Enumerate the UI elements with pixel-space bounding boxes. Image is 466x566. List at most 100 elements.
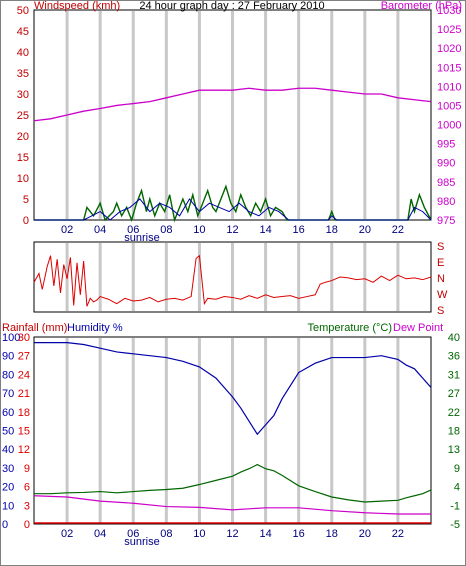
windspeed-tick-label: 40 bbox=[17, 47, 29, 59]
windspeed-tick-label: 25 bbox=[17, 110, 29, 122]
humidity-tick-label: 50 bbox=[2, 426, 14, 438]
humidity-tick-label: 60 bbox=[2, 407, 14, 419]
wind-series bbox=[33, 87, 432, 223]
temperature-tick-label: 27 bbox=[448, 388, 460, 400]
barometer-tick-label: 1005 bbox=[437, 100, 461, 112]
temperature-ticks: -5 -1 4 9 13 18 22 27 31 36 40 bbox=[448, 332, 460, 531]
windspeed-tick-label: 50 bbox=[17, 5, 29, 17]
rain-tick-label: 30 bbox=[18, 332, 30, 344]
direction-tick-label: N bbox=[437, 273, 445, 285]
windspeed-tick-label: 20 bbox=[17, 131, 29, 143]
humidity-axis-label: Humidity % bbox=[67, 322, 123, 334]
barometer-tick-label: 980 bbox=[437, 196, 455, 208]
humidity-series bbox=[33, 342, 432, 524]
windspeed-tick-label: 10 bbox=[17, 173, 29, 185]
hour-tick-label: 06 bbox=[127, 224, 139, 236]
barometer-tick-label: 995 bbox=[437, 139, 455, 151]
humidity-tick-label: 10 bbox=[2, 500, 14, 512]
rain-tick-label: 18 bbox=[18, 407, 30, 419]
wind-direction-line bbox=[33, 254, 432, 307]
hour-tick-label: 10 bbox=[193, 224, 205, 236]
rainfall-axis-label: Rainfall (mm) bbox=[2, 322, 67, 334]
barometer-axis-label: Barometer (hPa) bbox=[381, 0, 462, 12]
windspeed-tick-label: 45 bbox=[17, 26, 29, 38]
hour-tick-label: 04 bbox=[94, 528, 106, 540]
windspeed-ticks: 0 5 10 15 20 25 30 35 40 45 50 bbox=[17, 5, 29, 227]
humidity-tick-label: 90 bbox=[2, 351, 14, 363]
direction-series bbox=[33, 254, 432, 307]
hour-tick-label: 08 bbox=[160, 224, 172, 236]
hour-tick-label: 20 bbox=[359, 224, 371, 236]
average-wind-line bbox=[34, 198, 432, 221]
windspeed-tick-label: 5 bbox=[23, 194, 29, 206]
humidity-x-ticks: 02 04 06 08 10 12 14 16 18 20 22 bbox=[61, 528, 404, 540]
windspeed-tick-label: 0 bbox=[23, 215, 29, 227]
hour-tick-label: 10 bbox=[193, 528, 205, 540]
direction-tick-label: E bbox=[437, 257, 444, 269]
rain-tick-label: 24 bbox=[18, 369, 30, 381]
hour-tick-label: 20 bbox=[359, 528, 371, 540]
temperature-tick-label: 36 bbox=[448, 351, 460, 363]
rain-tick-label: 3 bbox=[24, 500, 30, 512]
humidity-tick-label: 0 bbox=[2, 519, 8, 531]
temperature-tick-label: -1 bbox=[450, 500, 460, 512]
windspeed-axis-label: Windspeed (kmh) bbox=[34, 0, 120, 12]
barometer-tick-label: 1030 bbox=[437, 5, 461, 17]
barometer-tick-label: 975 bbox=[437, 215, 455, 227]
windspeed-tick-label: 15 bbox=[17, 152, 29, 164]
rain-tick-label: 15 bbox=[18, 426, 30, 438]
sunrise-label-1: sunrise bbox=[124, 232, 159, 244]
humidity-tick-label: 100 bbox=[2, 332, 20, 344]
barometer-tick-label: 985 bbox=[437, 177, 455, 189]
humidity-tick-label: 40 bbox=[2, 444, 14, 456]
dewpoint-axis-label: Dew Point bbox=[393, 322, 443, 334]
hour-tick-label: 08 bbox=[160, 528, 172, 540]
humidity-tick-label: 20 bbox=[2, 482, 14, 494]
windspeed-tick-label: 35 bbox=[17, 68, 29, 80]
humidity-line bbox=[34, 342, 432, 436]
humidity-tick-label: 70 bbox=[2, 388, 14, 400]
hour-tick-label: 22 bbox=[392, 528, 404, 540]
hour-tick-label: 02 bbox=[61, 528, 73, 540]
hour-tick-label: 18 bbox=[326, 224, 338, 236]
direction-tick-label: W bbox=[437, 289, 448, 301]
humidity-gridlines bbox=[65, 338, 400, 523]
sunrise-label-2: sunrise bbox=[124, 536, 159, 548]
windspeed-tick-label: 30 bbox=[17, 89, 29, 101]
hour-tick-label: 14 bbox=[259, 224, 271, 236]
temperature-axis-label: Temperature (°C) bbox=[308, 322, 392, 334]
temperature-tick-label: 9 bbox=[454, 463, 460, 475]
barometer-tick-label: 1000 bbox=[437, 120, 461, 132]
temperature-tick-label: 40 bbox=[448, 332, 460, 344]
barometer-tick-label: 1025 bbox=[437, 24, 461, 36]
temperature-line bbox=[34, 463, 432, 503]
temperature-tick-label: 18 bbox=[448, 426, 460, 438]
chart-title: 24 hour graph day : 27 February 2010 bbox=[139, 0, 324, 12]
humidity-tick-label: 30 bbox=[2, 463, 14, 475]
hour-tick-label: 12 bbox=[226, 528, 238, 540]
hour-tick-label: 14 bbox=[259, 528, 271, 540]
hour-tick-label: 22 bbox=[392, 224, 404, 236]
hour-tick-label: 18 bbox=[326, 528, 338, 540]
wind-gridlines bbox=[65, 11, 400, 219]
hour-tick-label: 04 bbox=[94, 224, 106, 236]
hour-tick-label: 16 bbox=[293, 528, 305, 540]
temperature-tick-label: 4 bbox=[454, 482, 460, 494]
rain-tick-label: 0 bbox=[24, 519, 30, 531]
hour-tick-label: 02 bbox=[61, 224, 73, 236]
temperature-tick-label: 31 bbox=[448, 369, 460, 381]
hour-tick-label: 12 bbox=[226, 224, 238, 236]
hour-tick-label: 16 bbox=[293, 224, 305, 236]
temperature-tick-label: 13 bbox=[448, 444, 460, 456]
direction-tick-label: S bbox=[437, 305, 444, 317]
temperature-tick-label: -5 bbox=[450, 519, 460, 531]
barometer-ticks: 975 980 985 990 995 1000 1005 1010 1015 1020 1025 1… bbox=[437, 5, 461, 227]
rain-tick-label: 12 bbox=[18, 444, 30, 456]
barometer-tick-label: 1020 bbox=[437, 43, 461, 55]
barometer-tick-label: 990 bbox=[437, 158, 455, 170]
hour-tick-label: 06 bbox=[127, 528, 139, 540]
